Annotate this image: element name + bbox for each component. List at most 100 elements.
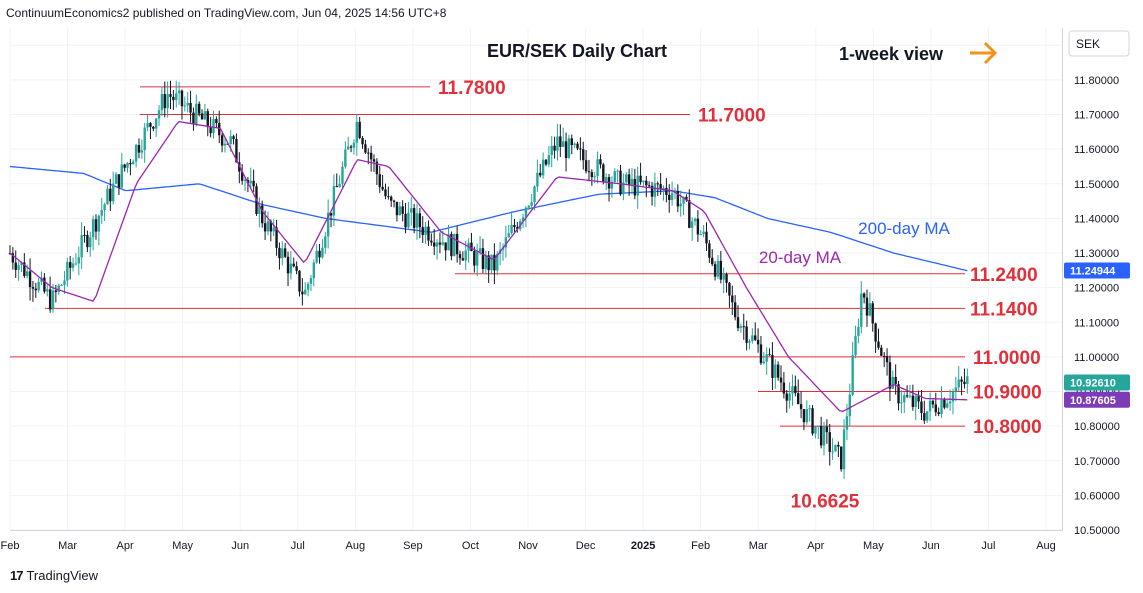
y-tick-label: 11.70000: [1074, 110, 1119, 122]
candle-body: [46, 289, 49, 292]
candle-body: [837, 444, 840, 447]
candle-body: [143, 127, 146, 151]
candle-body: [874, 323, 877, 342]
candle-body: [407, 212, 410, 228]
candle-body: [395, 201, 399, 216]
candle-body: [71, 263, 75, 268]
candle-body: [240, 171, 244, 181]
candle-body: [86, 235, 89, 248]
x-tick-label: Jul: [981, 540, 995, 552]
candle-body: [129, 163, 132, 165]
candle-body: [860, 293, 863, 327]
candle-body: [378, 174, 381, 187]
candle-body: [811, 408, 814, 434]
candle-body: [100, 209, 103, 216]
candle-body: [754, 335, 757, 340]
candle-body: [37, 281, 40, 291]
candle-body: [791, 386, 794, 394]
candle-body: [398, 206, 402, 216]
candle-body: [232, 136, 235, 139]
x-tick-label: Feb: [1, 540, 20, 552]
candle-body: [433, 242, 436, 247]
candle-body: [851, 355, 854, 395]
candle-body: [34, 288, 37, 291]
candle-body: [301, 291, 304, 295]
candle-body: [315, 250, 318, 263]
candle-body: [579, 148, 582, 150]
candle-body: [341, 166, 344, 184]
publish-info: ContinuumEconomics2 published on Trading…: [6, 6, 447, 20]
candle-body: [243, 180, 247, 182]
candle-body: [455, 233, 459, 255]
candle-body: [845, 416, 849, 430]
candle-body: [722, 274, 725, 280]
candle-body: [627, 174, 631, 185]
candle-body: [817, 425, 820, 427]
candle-body: [326, 212, 330, 237]
candle-body: [934, 404, 937, 413]
candle-body: [215, 118, 218, 124]
candle-body: [960, 379, 963, 382]
candle-body: [461, 258, 465, 261]
candle-body: [306, 283, 310, 290]
ma20-line: [9, 120, 968, 412]
candle-body: [877, 341, 880, 348]
candle-body: [258, 205, 261, 215]
candle-body: [464, 250, 467, 261]
candle-body: [140, 150, 144, 153]
candle-body: [716, 260, 720, 277]
candle-body: [564, 141, 568, 158]
price-tag-label: 10.92610: [1070, 377, 1116, 389]
candle-body: [349, 146, 353, 148]
candle-body: [292, 263, 295, 267]
candle-body: [63, 280, 66, 285]
candle-body: [160, 94, 164, 111]
candle-body: [616, 170, 619, 172]
view-annotation: 1-week view: [839, 44, 944, 64]
candle-body: [134, 144, 138, 162]
candle-body: [928, 400, 932, 412]
currency-box[interactable]: [1068, 30, 1130, 57]
candle-body: [920, 401, 923, 414]
candle-body: [593, 176, 596, 178]
candle-body: [642, 180, 645, 183]
candle-body: [797, 393, 800, 405]
time-axis-border: [10, 530, 1062, 531]
candle-body: [705, 231, 708, 244]
candle-body: [842, 429, 846, 470]
candle-body: [567, 138, 571, 158]
candle-body: [83, 234, 86, 236]
candle-body: [925, 411, 929, 421]
candle-body: [782, 382, 786, 394]
candle-body: [77, 257, 80, 264]
candle-body: [639, 175, 642, 183]
x-tick-label: Jun: [231, 540, 249, 552]
candle-body: [172, 96, 175, 101]
x-tick-label: Mar: [749, 540, 768, 552]
candle-body: [48, 289, 52, 310]
candle-body: [473, 251, 476, 266]
candle-body: [424, 226, 427, 235]
candle-body: [903, 395, 906, 403]
candle-body: [728, 282, 731, 296]
candle-body: [943, 399, 946, 408]
candle-body: [676, 191, 680, 207]
candle-body: [25, 271, 29, 276]
x-tick-label: Sep: [403, 540, 423, 552]
candle-body: [756, 339, 760, 345]
candle-body: [765, 354, 768, 362]
candle-body: [286, 256, 290, 274]
candle-body: [17, 265, 20, 270]
candle-body: [289, 263, 293, 274]
candle-body: [120, 164, 123, 188]
candle-body: [169, 94, 172, 97]
candle-body: [272, 227, 275, 232]
candle-body: [719, 260, 723, 280]
candle-body: [444, 242, 447, 251]
candle-body: [957, 379, 960, 388]
candle-body: [304, 289, 307, 295]
candle-body: [828, 432, 831, 452]
candle-body: [504, 237, 508, 248]
candle-body: [68, 262, 72, 268]
candle-body: [733, 302, 737, 318]
